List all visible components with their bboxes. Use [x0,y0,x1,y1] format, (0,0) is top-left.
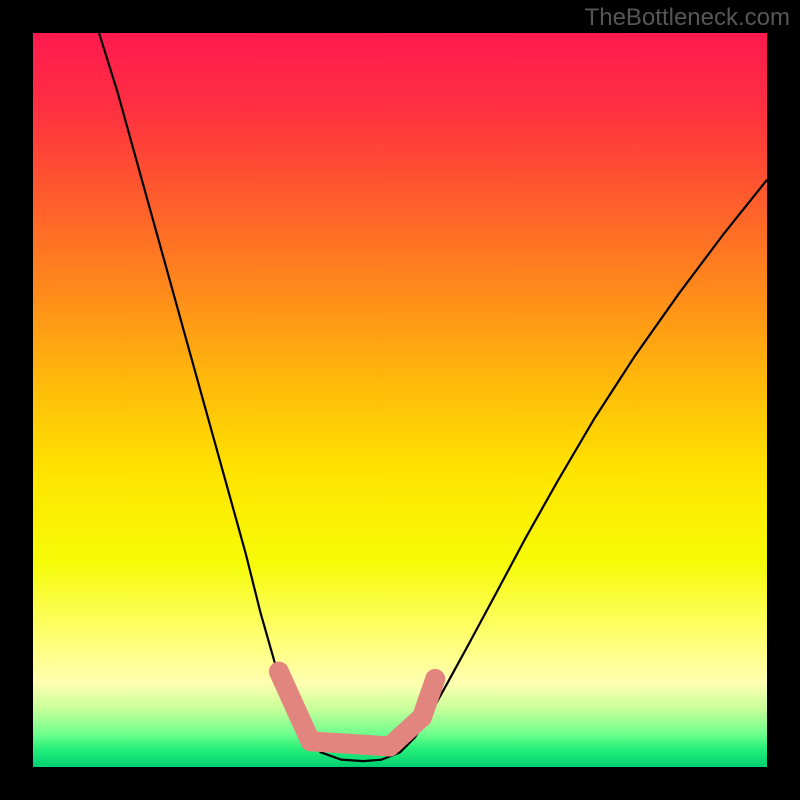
plot-area [33,33,767,767]
gradient-background [33,33,767,767]
plot-svg [33,33,767,767]
watermark-text: TheBottleneck.com [585,4,790,32]
chart-canvas: TheBottleneck.com [0,0,800,800]
